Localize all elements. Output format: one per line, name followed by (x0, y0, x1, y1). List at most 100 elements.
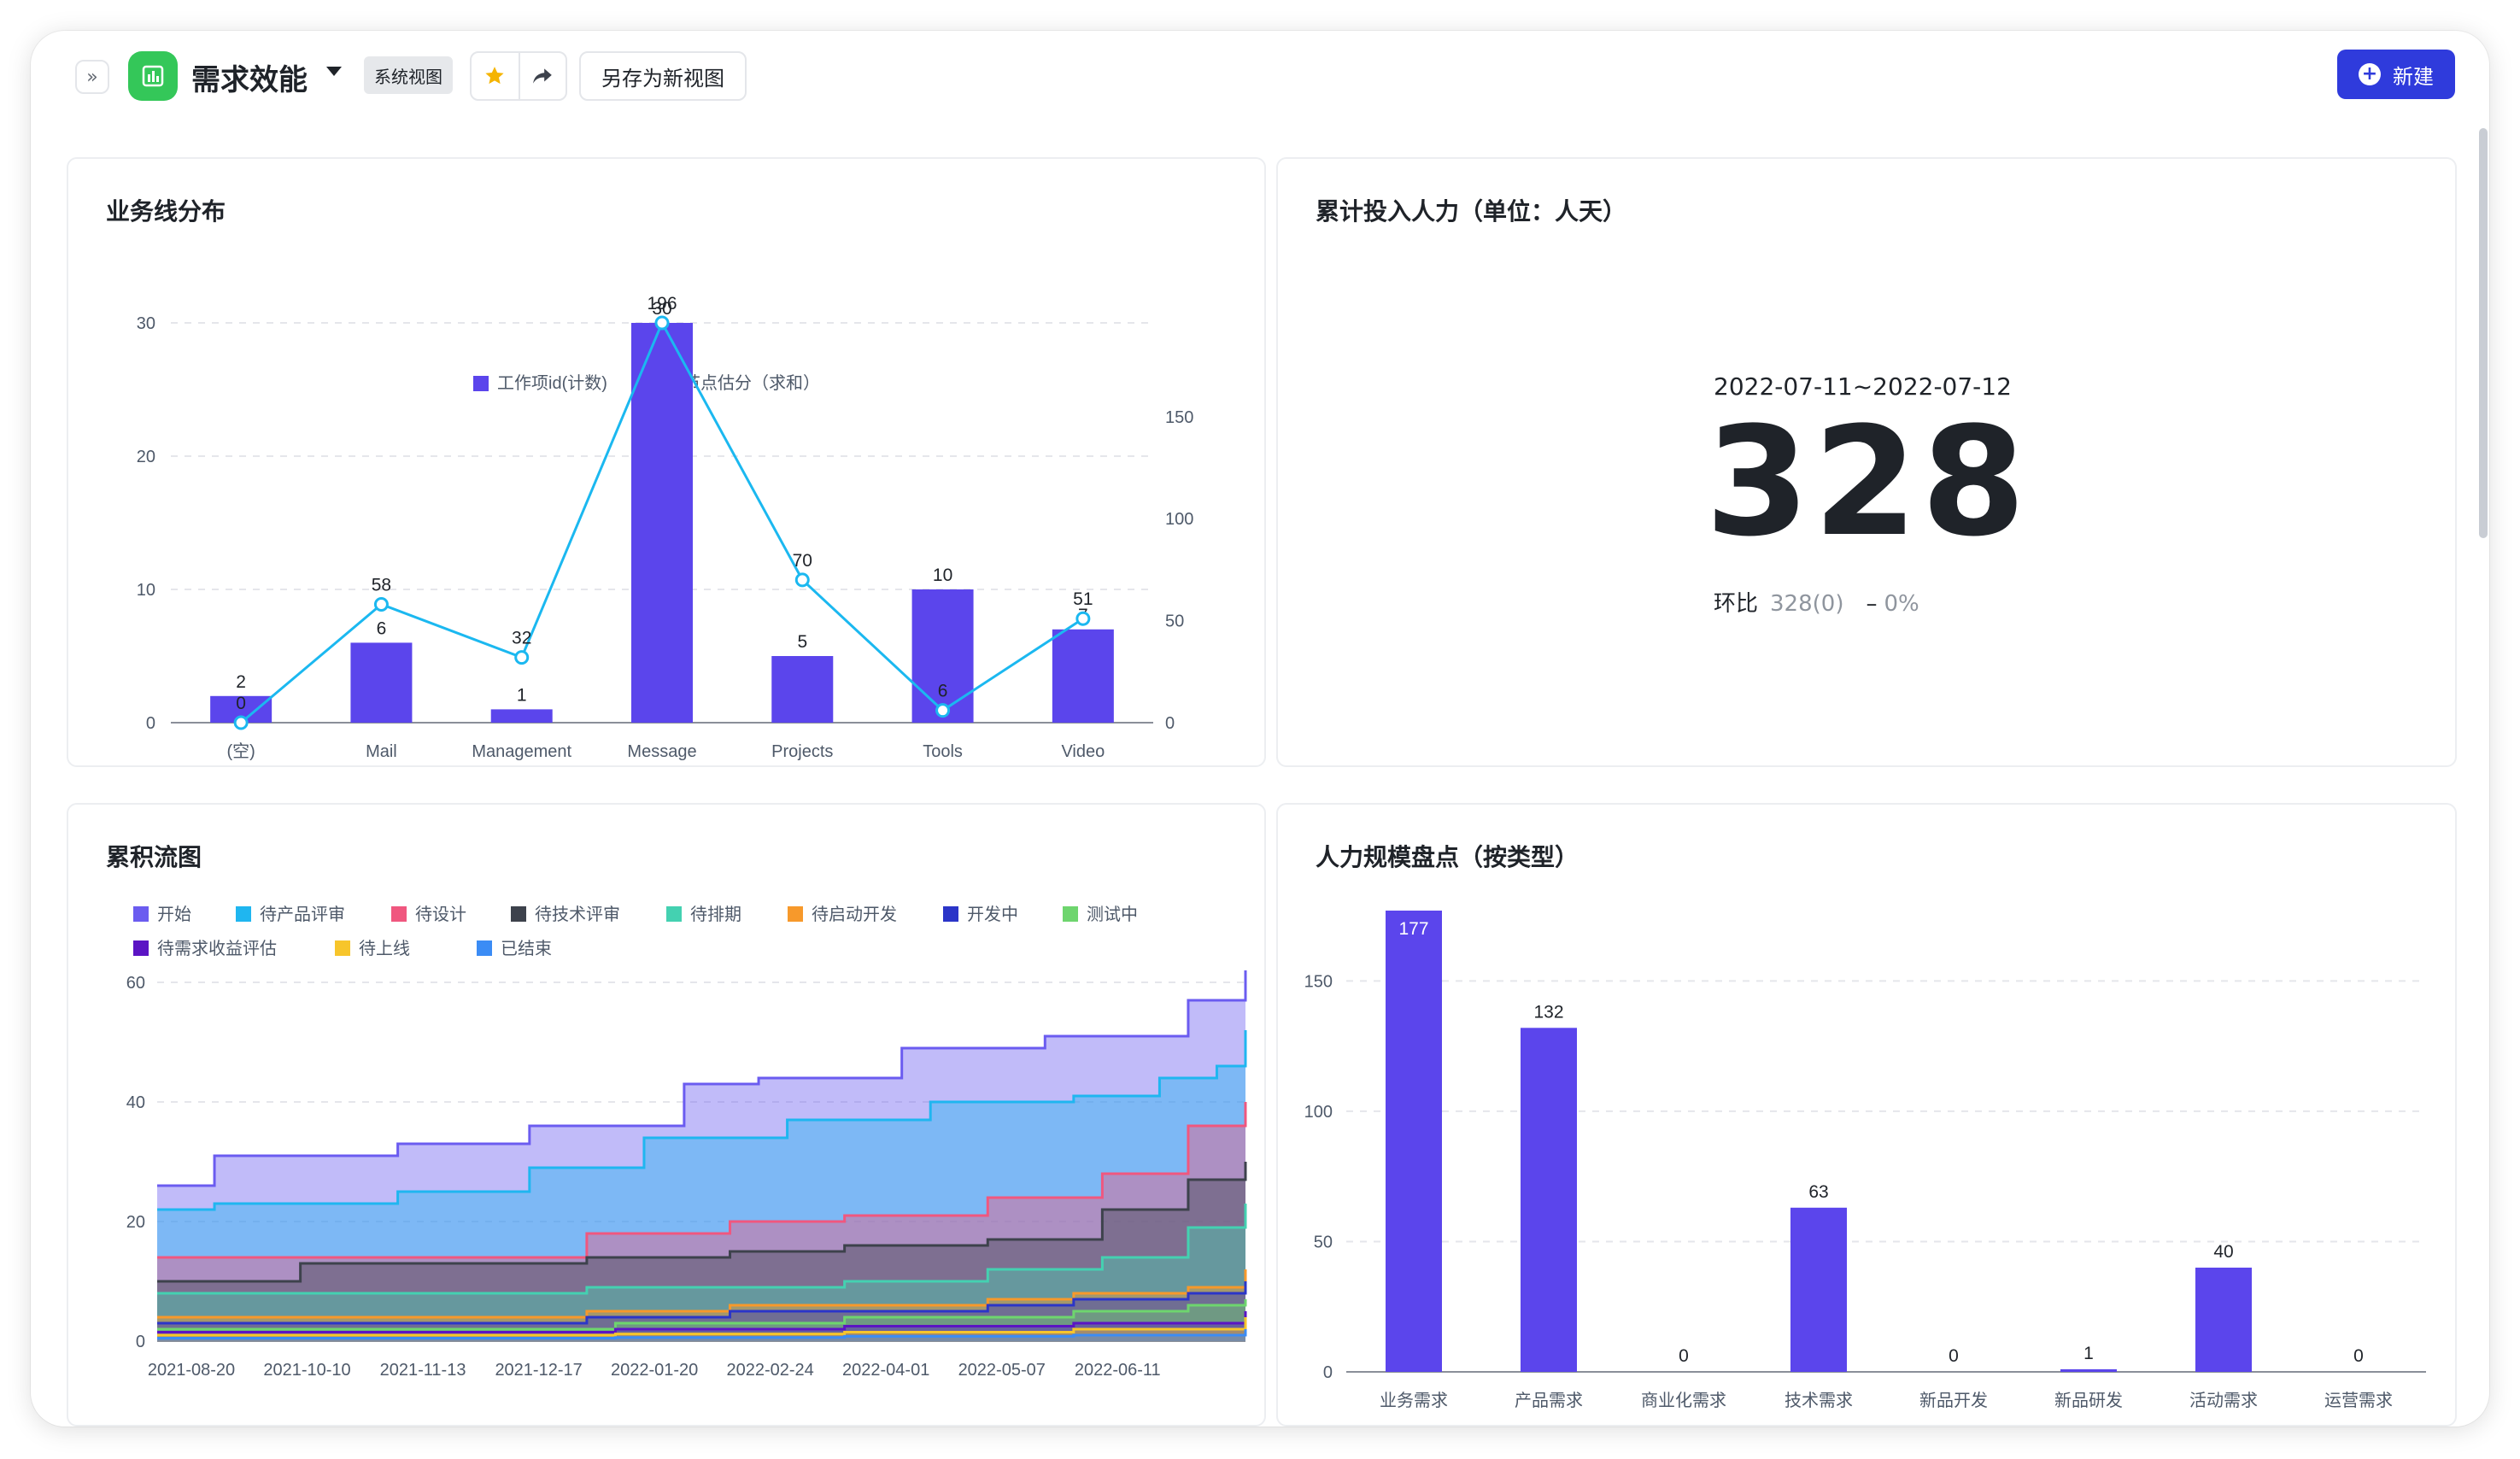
card-title: 累积流图 (106, 843, 202, 871)
area-top-line (157, 1299, 1247, 1331)
chevron-down-icon[interactable] (326, 67, 342, 76)
x-tick-label: 业务需求 (1380, 1391, 1448, 1410)
business-line-card: 业务线分布 工作项id(计数) 节点估分（求和） 0 10 20 30 0 50 100 150(… (67, 157, 1266, 767)
y-tick-label: 100 (1304, 1103, 1333, 1122)
y-tick-label: 60 (126, 974, 145, 993)
x-tick-label: 2022-02-24 (727, 1361, 814, 1380)
x-tick-label: 2022-01-20 (611, 1361, 698, 1380)
x-tick-label: 2022-05-07 (958, 1361, 1046, 1380)
legend-label: 开发中 (967, 905, 1018, 924)
bar (1790, 1207, 1847, 1372)
line-point (935, 703, 951, 718)
expand-sidebar-button[interactable]: » (75, 60, 109, 94)
area-top-line (157, 1030, 1247, 1211)
favorite-button[interactable] (472, 53, 519, 99)
legend-swatch (335, 940, 350, 956)
kpi-compare-label: 环比 (1714, 591, 1759, 617)
area-band (157, 1162, 1245, 1341)
x-tick-label: Projects (771, 742, 833, 761)
legend-swatch (511, 906, 526, 922)
line-value-label: 32 (512, 629, 531, 648)
bar (1386, 911, 1442, 1372)
bar (1052, 629, 1114, 723)
bar-value-label: 0 (1679, 1346, 1689, 1366)
x-tick-label: 商业化需求 (1641, 1391, 1726, 1410)
bar-value-label: 40 (2213, 1242, 2233, 1262)
area-top-line (157, 1102, 1247, 1259)
line-point (233, 715, 249, 730)
page-title[interactable]: 需求效能 (191, 63, 308, 97)
kpi-value: 328 (1705, 395, 2030, 570)
card-title: 累计投入人力（单位：人天） (1316, 197, 1627, 226)
bar (1521, 1028, 1577, 1372)
line-point (1075, 611, 1091, 626)
area-top-line (157, 970, 1247, 1187)
legend-swatch (1063, 906, 1078, 922)
bar-value-label: 6 (377, 618, 387, 638)
y-tick-label: 50 (1314, 1233, 1333, 1251)
x-tick-label: 2022-06-11 (1075, 1361, 1161, 1380)
area-band (157, 1204, 1245, 1341)
area-top-line (157, 1329, 1247, 1339)
legend-swatch (473, 376, 489, 391)
bar (2195, 1267, 2252, 1372)
bar (350, 642, 413, 723)
cumulative-effort-card: 累计投入人力（单位：人天） 2022-07-11~2022-07-12 328 … (1276, 157, 2457, 767)
legend-label: 待启动开发 (812, 905, 897, 924)
bar-value-label: 132 (1533, 1002, 1563, 1022)
line-value-label: 51 (1073, 589, 1093, 609)
legend-swatch (236, 906, 251, 922)
bar-value-label: 10 (933, 565, 952, 585)
line-value-label: 6 (938, 682, 948, 701)
x-tick-label: 技术需求 (1785, 1391, 1853, 1410)
x-tick-label: 运营需求 (2324, 1391, 2393, 1410)
x-tick-label: 新品开发 (1919, 1391, 1988, 1410)
bar (2060, 1368, 2117, 1372)
new-button-label: 新建 (2393, 64, 2434, 89)
bar (771, 656, 834, 723)
bar-value-label: 177 (1398, 919, 1428, 939)
star-icon (485, 67, 505, 85)
line-value-label: 58 (372, 576, 391, 595)
legend-swatch (133, 940, 149, 956)
y-right-tick-label: 0 (1165, 714, 1175, 733)
legend-label: 已结束 (501, 939, 552, 958)
y-right-tick-label: 50 (1165, 612, 1184, 631)
legend-swatch (133, 906, 149, 922)
legend-label: 待排期 (690, 905, 741, 924)
area-top-line (157, 1317, 1247, 1337)
kpi-compare-dash: – (1866, 591, 1878, 617)
new-button[interactable]: + 新建 (2337, 50, 2455, 99)
cumulative-flow-card: 累积流图 开始 待产品评审 待设计 待技术评审 待排期 待启动开发 开发中 测试中 待需求收益评… (67, 803, 1266, 1427)
y-tick-label: 40 (126, 1093, 145, 1112)
x-tick-label: 2021-12-17 (495, 1361, 582, 1380)
view-type-badge: 系统视图 (364, 56, 453, 94)
vertical-scrollbar[interactable] (2479, 128, 2488, 538)
y-left-tick-label: 20 (137, 448, 155, 466)
kpi-compare-percent: 0% (1884, 591, 1919, 617)
business-line-chart: 工作项id(计数) 节点估分（求和）0102030050100150(空)2Mai… (137, 294, 1194, 761)
area-band (157, 970, 1245, 1341)
bar-value-label: 5 (797, 632, 807, 652)
app-window: » 需求效能 系统视图 另存为新视图 + 新建 业务线分布 工作项id(计数) (31, 31, 2489, 1427)
line-value-label: 196 (647, 294, 677, 313)
bar-value-label: 1 (2083, 1344, 2094, 1363)
y-tick-label: 0 (136, 1333, 145, 1351)
bar (490, 709, 553, 723)
line-value-label: 0 (236, 694, 246, 713)
legend-label: 节点估分（求和） (683, 373, 820, 393)
x-tick-label: Management (472, 742, 571, 761)
kpi-compare-previous: 328(0) (1770, 591, 1844, 617)
save-as-new-view-button[interactable]: 另存为新视图 (579, 51, 747, 101)
y-right-tick-label: 150 (1165, 408, 1193, 427)
x-tick-label: Video (1061, 742, 1105, 761)
double-chevron-right-icon: » (86, 66, 98, 88)
x-tick-label: 活动需求 (2189, 1391, 2258, 1410)
x-tick-label: Tools (923, 742, 963, 761)
share-button[interactable] (518, 53, 566, 99)
y-left-tick-label: 0 (146, 714, 155, 733)
line-point (654, 315, 670, 331)
bar-value-label: 1 (517, 685, 527, 705)
x-tick-label: 产品需求 (1515, 1391, 1583, 1410)
